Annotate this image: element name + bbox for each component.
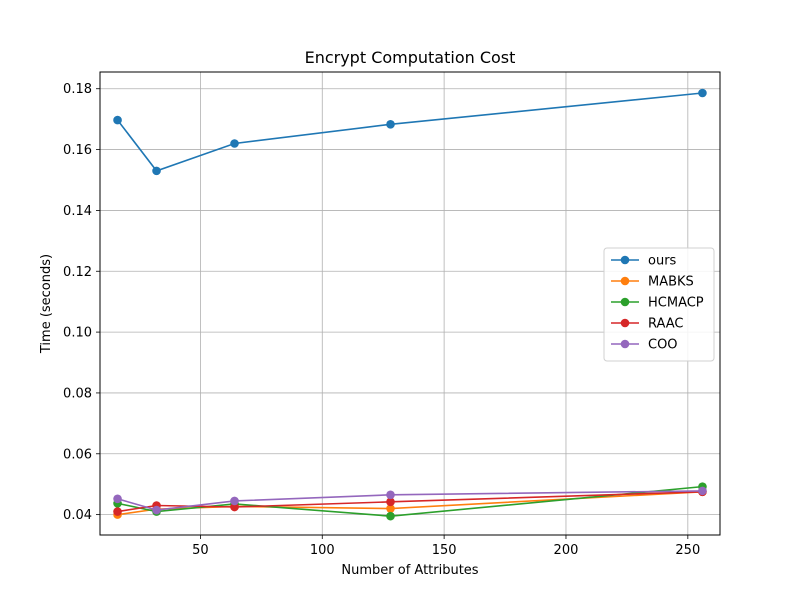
data-point <box>113 507 122 516</box>
legend-marker <box>620 276 630 286</box>
chart-title: Encrypt Computation Cost <box>305 48 516 67</box>
legend-label: MABKS <box>648 275 694 290</box>
data-point <box>698 486 707 496</box>
legend: ours MABKS HCMACP RAAC COO <box>603 247 715 362</box>
plot-frame <box>99 71 721 536</box>
y-tick-label: 0.12 <box>63 265 92 280</box>
series-coo <box>113 486 707 515</box>
series-group <box>113 88 707 521</box>
data-point <box>386 497 395 507</box>
y-axis-label: Time (seconds) <box>39 254 54 354</box>
data-point <box>230 139 239 148</box>
x-tick-label: 150 <box>432 543 457 558</box>
data-point <box>113 494 122 504</box>
legend-marker <box>620 255 630 265</box>
ticks: 50 100 150 200 250 0.04 0.06 0.08 0.10 0.12 0.14 0.… <box>63 82 700 558</box>
legend-entry-hcmacp: HCMACP <box>611 296 704 311</box>
data-point <box>230 496 239 506</box>
x-tick-label: 250 <box>675 543 700 558</box>
legend-marker <box>620 339 630 349</box>
legend-box <box>603 247 715 362</box>
x-axis-label: Number of Attributes <box>341 563 478 578</box>
data-point <box>152 166 161 176</box>
data-point <box>113 115 122 125</box>
series-ours <box>113 88 707 176</box>
legend-entry-raac: RAAC <box>611 317 684 332</box>
y-tick-label: 0.14 <box>63 204 92 219</box>
y-tick-label: 0.10 <box>63 326 92 341</box>
legend-label: COO <box>648 338 678 353</box>
x-tick-label: 200 <box>554 543 579 558</box>
legend-label: ours <box>648 254 677 269</box>
data-point <box>698 88 707 98</box>
data-point <box>230 502 239 512</box>
legend-label: RAAC <box>648 317 684 332</box>
y-tick-label: 0.18 <box>63 82 92 97</box>
legend-entry-mabks: MABKS <box>611 275 694 290</box>
y-tick-label: 0.04 <box>63 508 92 523</box>
legend-label: HCMACP <box>648 296 704 311</box>
legend-entry-ours: ours <box>611 254 677 269</box>
legend-marker <box>620 297 630 307</box>
data-point <box>386 504 395 513</box>
data-point <box>386 511 395 521</box>
legend-entry-coo: COO <box>611 338 678 353</box>
data-point <box>386 120 395 129</box>
x-tick-label: 100 <box>310 543 335 558</box>
x-tick-label: 50 <box>192 543 209 558</box>
legend-marker <box>620 318 630 328</box>
data-point <box>386 490 395 500</box>
y-tick-label: 0.16 <box>63 143 92 158</box>
y-tick-label: 0.06 <box>63 447 92 462</box>
data-point <box>152 505 161 515</box>
y-tick-label: 0.08 <box>63 386 92 401</box>
